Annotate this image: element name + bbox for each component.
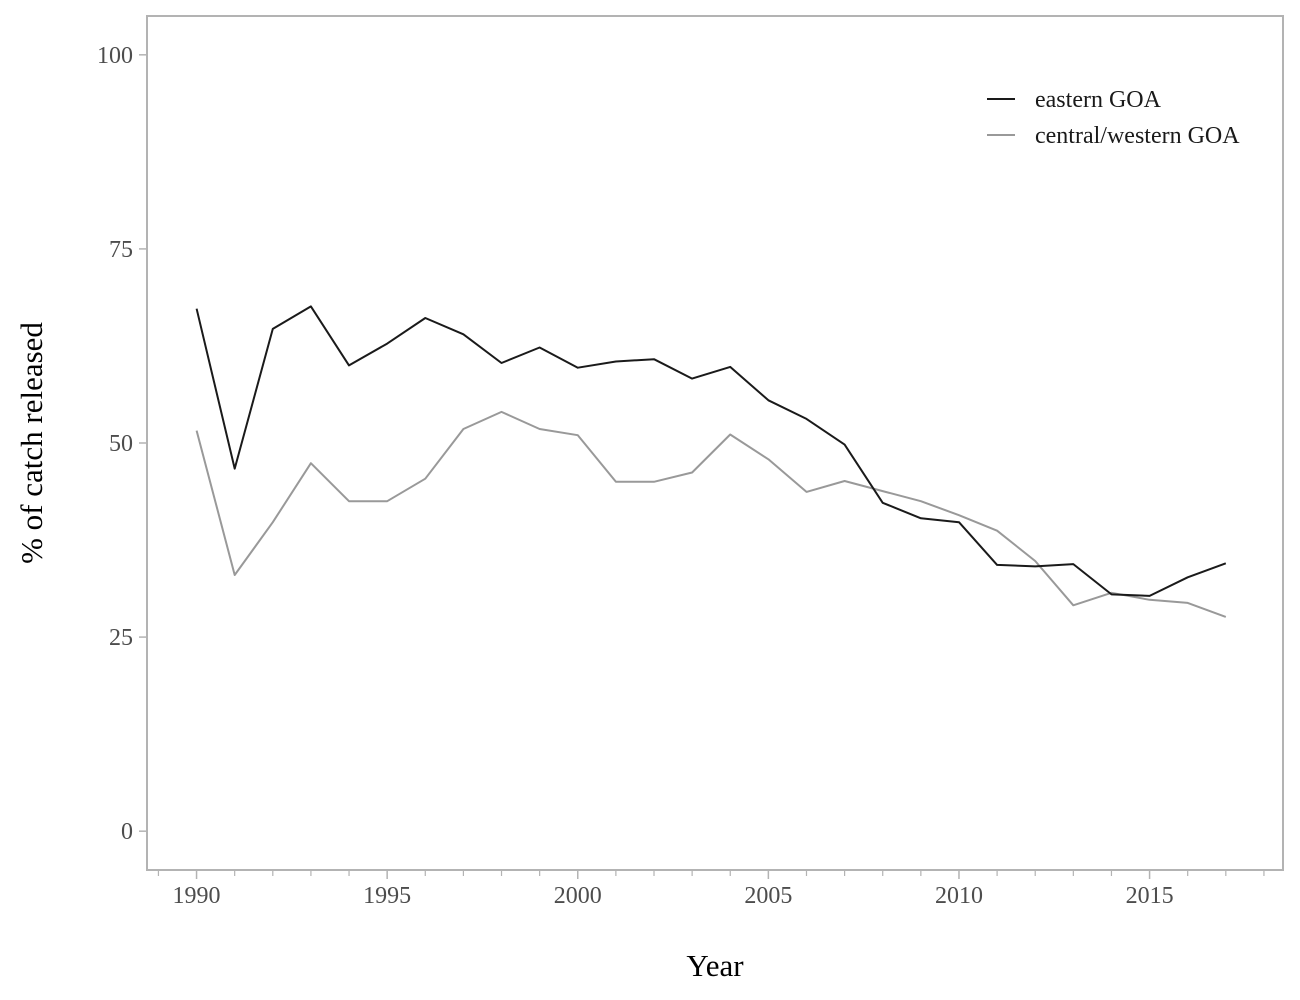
y-tick-label: 25 [109, 625, 133, 651]
x-axis: 1990 1995 2000 2005 2010 2015 [157, 870, 1265, 909]
x-tick-label: 1995 [363, 883, 411, 909]
y-tick-label: 75 [109, 237, 133, 263]
y-axis-title: % of catch released [14, 322, 49, 564]
y-axis: 0 25 50 75 100 [97, 43, 147, 845]
plot-panel [146, 15, 1284, 871]
legend-label-0: eastern GOA [1035, 87, 1162, 113]
x-axis-title: Year [686, 948, 744, 983]
legend-label-1: central/western GOA [1035, 123, 1240, 149]
y-tick-label: 100 [97, 43, 133, 69]
series-line-1 [195, 410, 1227, 618]
series-line-0 [195, 305, 1227, 597]
legend: eastern GOA central/western GOA [987, 87, 1240, 149]
y-tick-label: 50 [109, 431, 133, 457]
x-tick-label: 2000 [554, 883, 602, 909]
x-tick-label: 2010 [935, 883, 983, 909]
y-tick-label: 0 [121, 819, 133, 845]
x-tick-label: 2005 [744, 883, 792, 909]
series-lines [195, 305, 1227, 618]
x-tick-label: 1990 [173, 883, 221, 909]
x-tick-label: 2015 [1126, 883, 1174, 909]
